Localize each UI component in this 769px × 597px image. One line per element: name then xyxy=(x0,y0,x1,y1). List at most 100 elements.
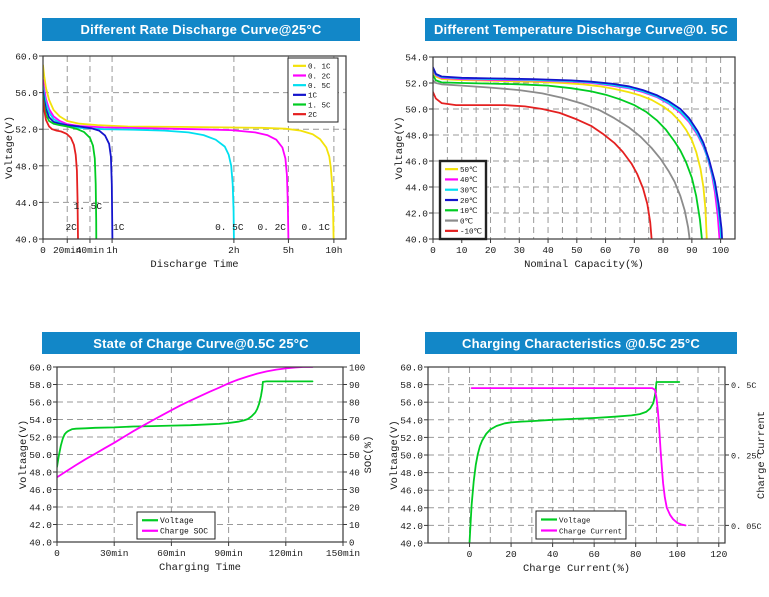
x-tick-label: 10 xyxy=(456,245,468,256)
x-tick-label: 40min xyxy=(76,245,105,256)
x-tick-label: 5h xyxy=(283,245,294,256)
series-1C xyxy=(43,89,114,239)
x-tick-label: 120min xyxy=(269,548,303,559)
series-0.5C xyxy=(43,85,235,239)
right-tick-label: 0. 05C xyxy=(731,522,762,532)
y-tick-label: 50.0 xyxy=(400,451,423,462)
legend: 0. 1C0. 2C 0. 5C 1C1. 5C 2C xyxy=(287,57,339,123)
y-tick-label: 40.0 xyxy=(400,539,423,550)
y-tick-label: 52.0 xyxy=(15,125,38,136)
series-0.1C xyxy=(43,64,335,239)
y-axis-label: Voltage(V) xyxy=(394,116,406,179)
legend-label: 50℃ xyxy=(460,166,478,175)
x-tick-label: 100 xyxy=(669,549,686,560)
y-tick-label: 42.0 xyxy=(400,521,423,532)
legend-label: 0. 1C xyxy=(308,64,331,72)
x-axis-label: Nominal Capacity(%) xyxy=(524,259,644,271)
x-tick-label: 20min xyxy=(53,245,82,256)
legend-label: Charge SOC xyxy=(160,528,208,537)
series-group xyxy=(433,66,723,239)
y-tick-label: 54.0 xyxy=(405,53,428,64)
right-axis-label: Charge Current xyxy=(756,411,768,499)
x-axis-label: Discharge Time xyxy=(150,259,238,271)
curve-annotation: 2C xyxy=(65,222,77,233)
y-tick-label: 52.0 xyxy=(29,433,52,444)
legend-label: Charge Current xyxy=(559,528,622,536)
x-tick-label: 1h xyxy=(106,245,117,256)
x-axis: 0 10 20 30 40 50 60 70 80 90 100 Nominal Capacity(%… xyxy=(430,239,729,271)
y-tick-label: 44.0 xyxy=(400,503,423,514)
plot-border xyxy=(432,56,736,240)
x-axis: 0 30min 60min 90min 120min 150min Charging Tim… xyxy=(54,542,360,574)
chart-canvas: 0 30min 60min 90min 120min 150min Charging Tim… xyxy=(18,363,375,575)
right-tick-label: 40 xyxy=(349,469,360,479)
right-tick-label: 10 xyxy=(349,521,360,531)
x-tick-label: 90 xyxy=(686,245,698,256)
y-axis: 40.0 42.0 44.0 46.0 48.0 50.0 52.0 54.0 Voltage(… xyxy=(394,53,433,246)
right-tick-label: 60 xyxy=(349,434,360,444)
x-tick-label: 90min xyxy=(214,548,243,559)
y-tick-label: 56.0 xyxy=(400,398,423,409)
chart-title: Different Rate Discharge Curve@25°C xyxy=(80,22,322,37)
y-tick-label: 40.0 xyxy=(29,538,52,549)
series-group xyxy=(43,64,335,239)
y-axis-label: Voltaage(V) xyxy=(389,420,401,489)
series-2C xyxy=(43,99,79,239)
right-tick-label: 50 xyxy=(349,451,360,461)
y-tick-label: 40.0 xyxy=(15,235,38,246)
x-axis-label: Charging Time xyxy=(159,562,241,574)
y-tick-label: 44.0 xyxy=(15,198,38,209)
chart-title: Charging Characteristics @0.5C 25°C xyxy=(461,335,700,351)
right-axis-label: SOC(%) xyxy=(363,436,375,474)
series-50C xyxy=(433,70,708,239)
y-tick-label: 54.0 xyxy=(29,415,52,426)
x-tick-label: 150min xyxy=(326,548,360,559)
chart-charging-characteristics: Charging Characteristics @0.5C 25°C 0 20 4… xyxy=(385,300,769,597)
x-tick-label: 2h xyxy=(228,245,239,256)
legend-label: 30℃ xyxy=(460,187,478,196)
series-0C xyxy=(433,79,691,239)
y-tick-label: 58.0 xyxy=(400,380,423,391)
chart-title: State of Charge Curve@0.5C 25°C xyxy=(93,335,309,351)
y-axis: 40.0 42.0 44.0 46.0 48.0 50.0 52.0 54.0 56.0 58.0… xyxy=(18,363,57,549)
y-tick-label: 60.0 xyxy=(400,363,423,374)
curve-annotation: 1C xyxy=(113,222,125,233)
x-tick-label: 100 xyxy=(712,245,729,256)
y-tick-label: 42.0 xyxy=(29,520,52,531)
chart-temperature-discharge: Different Temperature Discharge Curve@0.… xyxy=(385,0,769,300)
x-tick-label: 80 xyxy=(657,245,669,256)
right-tick-label: 30 xyxy=(349,486,360,496)
x-tick-label: 0 xyxy=(467,549,473,560)
right-axis: 0 10 20 30 40 50 60 70 80 90 100 SOC(%) xyxy=(343,364,375,549)
x-axis-label: Charge Current(%) xyxy=(523,563,630,575)
y-tick-label: 44.0 xyxy=(405,183,428,194)
legend-label: 2C xyxy=(308,112,318,120)
x-tick-label: 10h xyxy=(325,245,342,256)
right-tick-label: 0. 25C xyxy=(731,452,762,462)
legend: 50℃40℃ 30℃20℃10℃0℃ -10℃ xyxy=(438,159,488,241)
y-tick-label: 46.0 xyxy=(29,485,52,496)
legend-label: 40℃ xyxy=(460,176,478,185)
y-tick-label: 60.0 xyxy=(15,52,38,63)
x-tick-label: 60 xyxy=(588,549,600,560)
series-1.5C xyxy=(43,94,98,239)
legend-label: 20℃ xyxy=(460,197,478,206)
legend-label: -10℃ xyxy=(460,228,483,237)
legend-label: 10℃ xyxy=(460,207,478,216)
legend-label: 1. 5C xyxy=(308,102,331,110)
y-tick-label: 46.0 xyxy=(400,486,423,497)
plot-border xyxy=(42,55,347,240)
x-tick-label: 30min xyxy=(100,548,129,559)
right-tick-label: 20 xyxy=(349,504,360,514)
chart-title-bar: Different Temperature Discharge Curve@0.… xyxy=(425,18,737,41)
y-axis-label: Voltage(V) xyxy=(4,116,16,179)
curve-annotation: 0. 1C xyxy=(301,222,330,233)
chart-title-bar: State of Charge Curve@0.5C 25°C xyxy=(42,332,360,354)
chart-title-bar: Different Rate Discharge Curve@25°C xyxy=(42,18,360,41)
x-tick-label: 0 xyxy=(430,245,436,256)
x-tick-label: 40 xyxy=(547,549,559,560)
legend-label: 0. 5C xyxy=(308,83,331,91)
legend-label: Voltage xyxy=(160,517,194,526)
y-axis: 40.0 42.0 44.0 46.0 48.0 50.0 52.0 54.0 56.0 58.0… xyxy=(389,363,428,550)
y-tick-label: 48.0 xyxy=(29,468,52,479)
